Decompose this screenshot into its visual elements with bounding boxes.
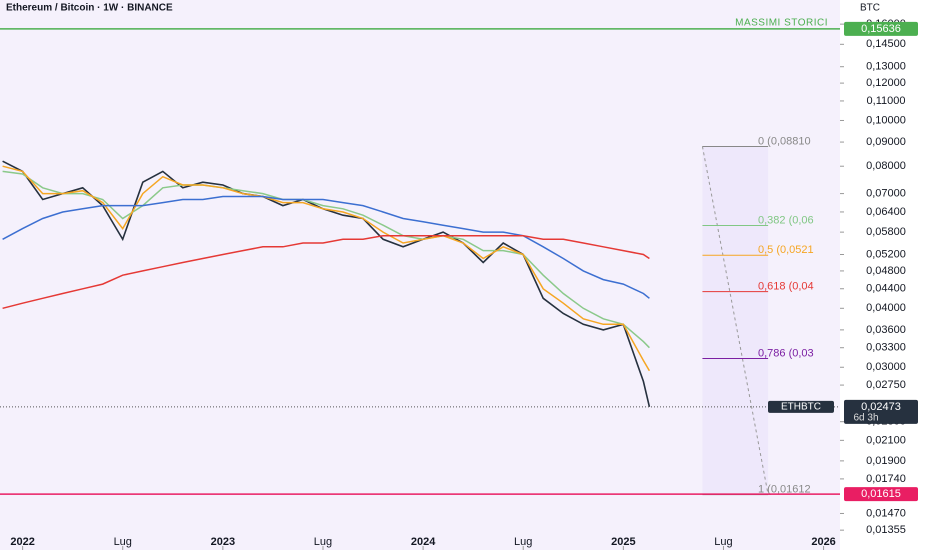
fib-label: 1 (0,01612 [758, 483, 811, 495]
chart-title: Ethereum / Bitcoin · 1W · BINANCE [6, 3, 173, 14]
y-tick-label: 0,04000 [866, 302, 906, 314]
y-tick-label: 0,03000 [866, 361, 906, 373]
fib-label: 0,618 (0,04 [758, 280, 814, 292]
y-tick-label: 0,06400 [866, 206, 906, 218]
y-tick-label: 0,01470 [866, 507, 906, 519]
price-tag [844, 487, 918, 502]
y-tick-label: 0,12000 [866, 77, 906, 89]
symbol-tag [768, 400, 834, 413]
moving-average [2, 165, 651, 372]
y-tick-label: 0,10000 [866, 114, 906, 126]
fib-trend [701, 146, 769, 495]
y-tick-label: 0,04800 [866, 265, 906, 277]
y-tick-label: 0,01355 [866, 524, 906, 536]
price-tag [844, 399, 918, 424]
y-tick-label: 0,03600 [866, 324, 906, 336]
y-tick-label: 0,11000 [867, 95, 906, 107]
y-tick-label: 0,05200 [866, 248, 906, 260]
y-tick-label: 0,14500 [866, 38, 906, 50]
x-tick-label: 2026 [811, 536, 835, 548]
y-tick-label: 0,07000 [866, 187, 906, 199]
fib-label: 0 (0,08810 [758, 135, 811, 147]
line-annotation: MASSIMI STORICI [735, 17, 828, 28]
moving-average [2, 170, 650, 349]
price-tag-label: 0,01615 [861, 488, 901, 500]
price-axis [840, 0, 932, 550]
x-tick-label: Lug [514, 536, 532, 548]
fib-label: 0,786 (0,03 [758, 347, 814, 359]
x-tick-label: 2023 [211, 536, 235, 548]
fib-label: 0,382 (0,06 [758, 214, 814, 226]
y-tick-label: 0,02750 [866, 379, 906, 391]
x-tick-label: 2024 [411, 536, 436, 548]
y-tick-label: 0,04400 [866, 283, 906, 295]
fib-label: 0,5 (0,0521 [758, 244, 814, 256]
y-tick-label: 0,03300 [866, 342, 906, 354]
price-tag-label: 0,15636 [861, 23, 901, 35]
x-tick-label: Lug [114, 536, 132, 548]
y-tick-label: 0,13000 [866, 61, 906, 73]
price-line [2, 160, 651, 407]
x-tick-label: Lug [714, 536, 732, 548]
y-tick-label: 0,02100 [866, 434, 906, 446]
moving-average [2, 234, 650, 310]
symbol-label: ETHBTC [781, 401, 821, 412]
price-tag [844, 21, 918, 36]
x-tick-label: 2025 [611, 536, 635, 548]
y-tick-label: 0,08000 [866, 160, 906, 172]
y-tick-label: 0,01900 [866, 455, 906, 467]
y-tick-label: 0,05800 [866, 226, 906, 238]
x-tick-label: Lug [314, 536, 332, 548]
price-tag-label: 0,02473 [861, 401, 901, 413]
moving-average [2, 195, 650, 299]
x-tick-label: 2022 [10, 536, 34, 548]
countdown: 6d 3h [853, 412, 878, 423]
currency: BTC [860, 3, 880, 14]
y-tick-label: 0,09000 [866, 136, 906, 148]
y-tick-label: 0,01740 [866, 473, 906, 485]
